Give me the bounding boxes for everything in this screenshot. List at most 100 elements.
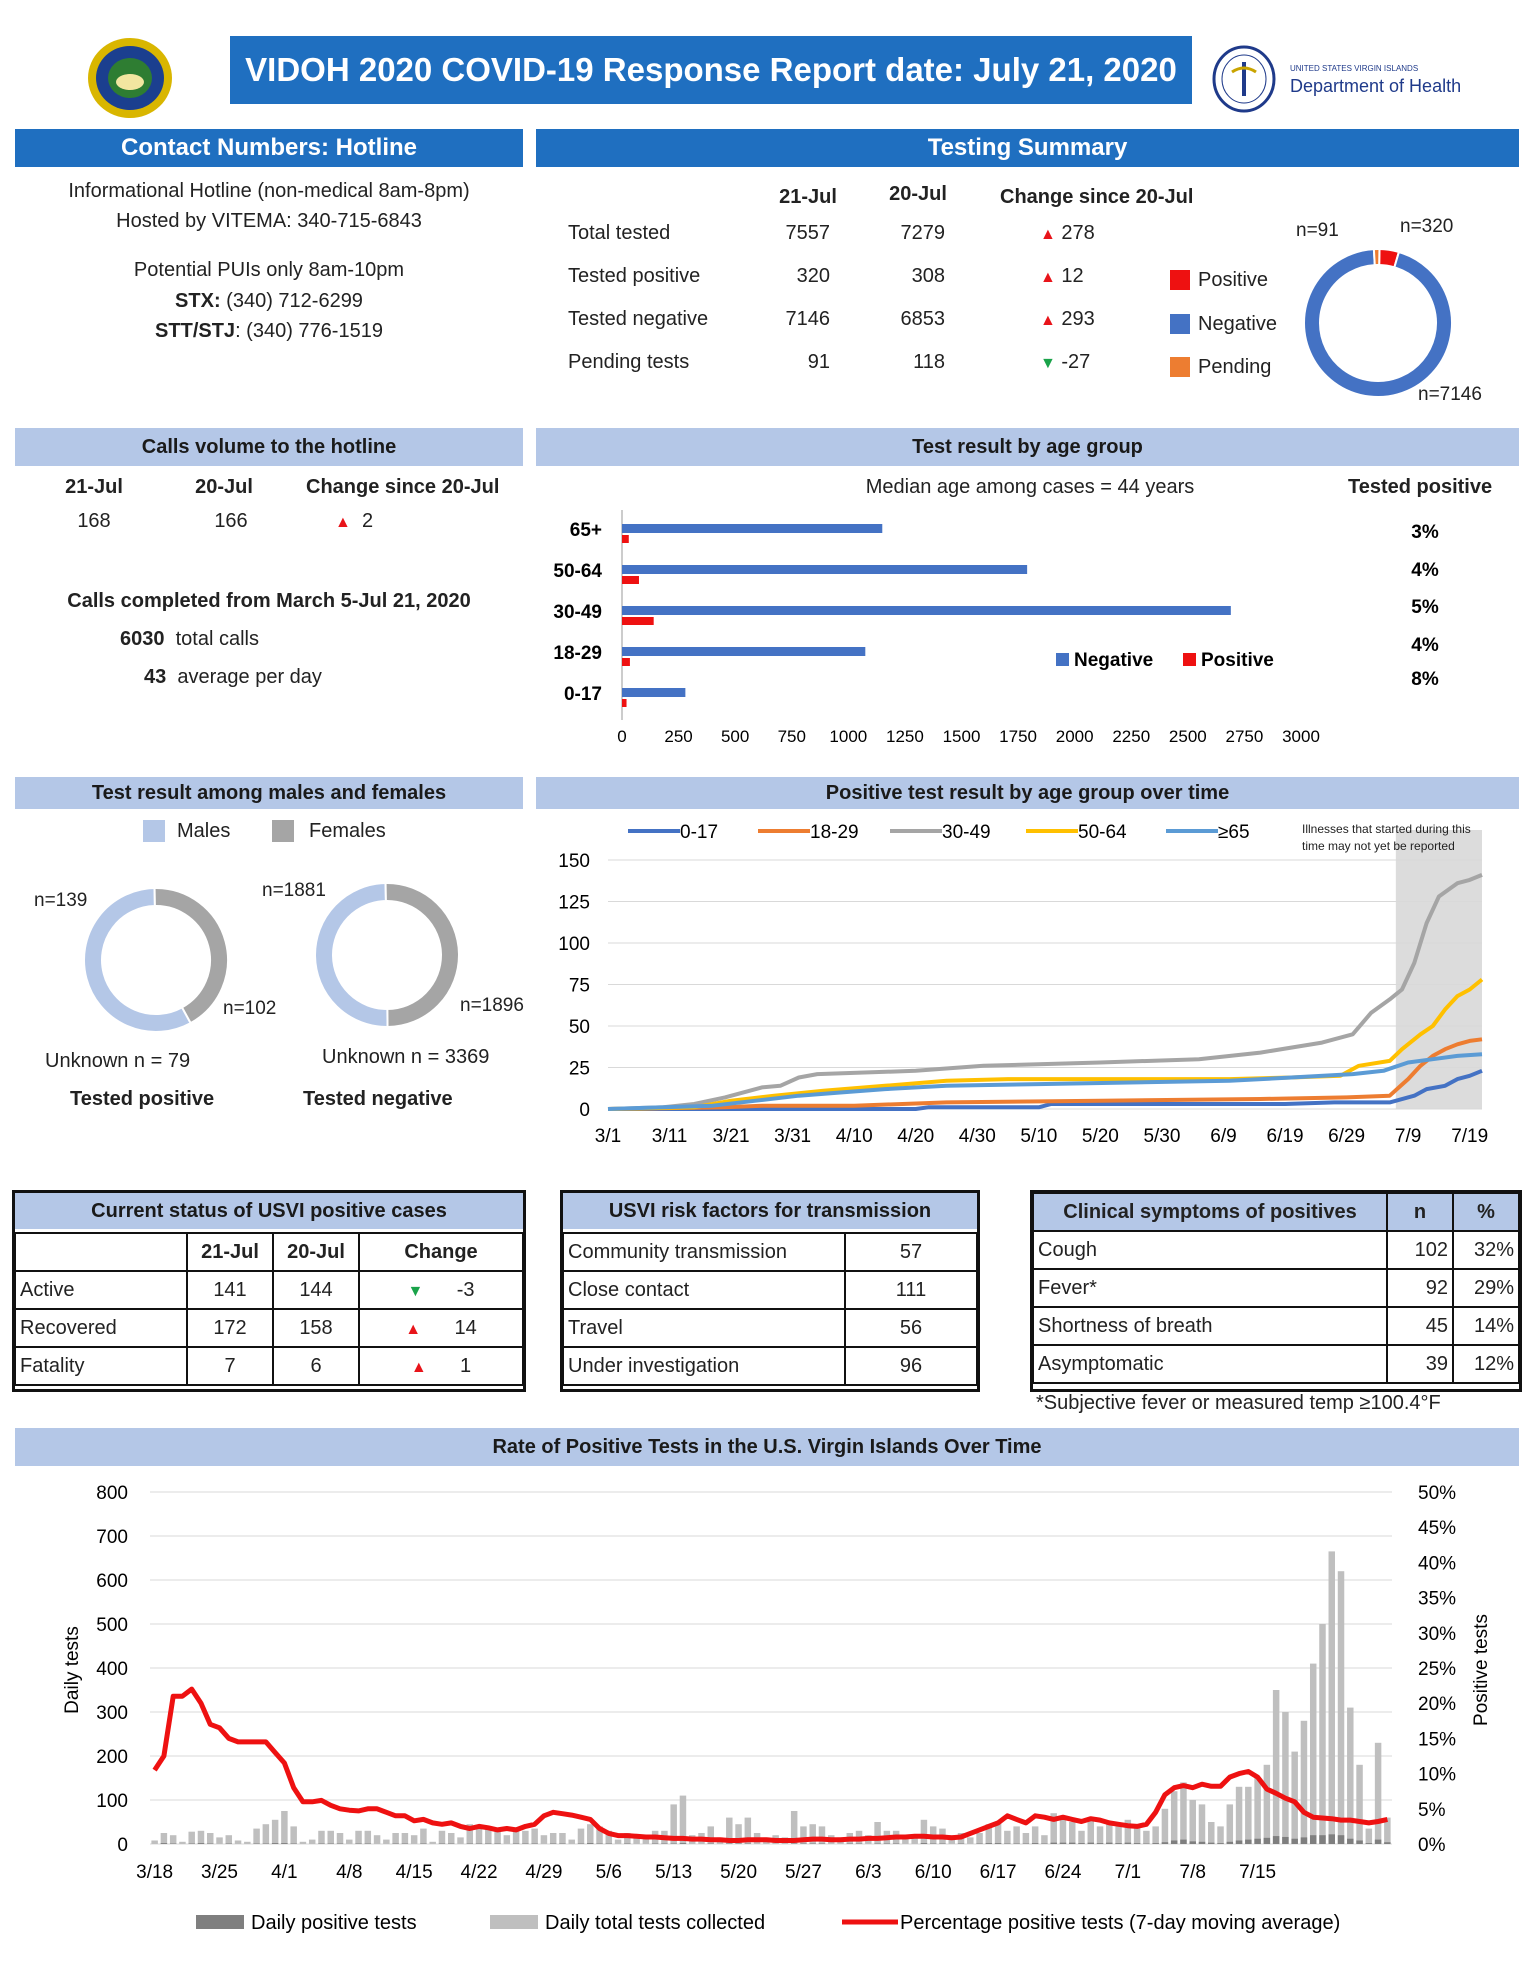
report-title-banner: VIDOH 2020 COVID-19 Response Report date… xyxy=(230,36,1192,104)
testing-col-change: Change since 20-Jul xyxy=(1000,186,1194,208)
y-tick-label: 0 xyxy=(579,1100,590,1121)
y2-tick-label: 10% xyxy=(1418,1765,1456,1786)
testing-donut xyxy=(1303,247,1453,398)
testing-row-value-20jul: 308 xyxy=(911,265,945,287)
bar-daily-total xyxy=(1143,1830,1150,1844)
bar-daily-total xyxy=(1068,1822,1076,1844)
status-change: ▼ -3 xyxy=(358,1270,524,1310)
risk-row-label: Community transmission xyxy=(562,1232,846,1272)
y-tick-label: 75 xyxy=(569,976,590,997)
bar-daily-positive xyxy=(1309,1835,1317,1844)
bar-daily-total xyxy=(549,1833,557,1844)
bar-daily-positive xyxy=(1059,1842,1067,1844)
bar-daily-positive xyxy=(985,1843,993,1844)
y-tick-label: 100 xyxy=(558,934,590,955)
symptom-label: Shortness of breath xyxy=(1032,1306,1388,1346)
x-tick-label: 2750 xyxy=(1226,727,1264,746)
symptoms-col-n: n xyxy=(1386,1192,1454,1232)
status-section-header: Current status of USVI positive cases xyxy=(15,1193,523,1229)
calls-change: ▲ 2 xyxy=(335,510,373,533)
series-line-0-17 xyxy=(608,1068,1483,1111)
bar-positive xyxy=(622,658,630,666)
bar-daily-total xyxy=(726,1817,733,1844)
age-category-label: 30-49 xyxy=(553,602,602,623)
testing-row-label: Tested negative xyxy=(568,308,709,330)
testing-row-label: Pending tests xyxy=(568,351,690,373)
y-tick-label: 100 xyxy=(96,1791,128,1812)
legend-label: 50-64 xyxy=(1078,822,1127,843)
symptoms-table-box xyxy=(1030,1190,1522,1392)
legend-label: ≥65 xyxy=(1218,822,1250,843)
median-age-note: Median age among cases = 44 years xyxy=(865,476,1195,498)
bar-daily-total xyxy=(457,1837,464,1844)
age-category-label: 50-64 xyxy=(553,561,602,582)
status-row-label: Fatality xyxy=(14,1346,188,1386)
calls-section-header: Calls volume to the hotline xyxy=(15,428,523,466)
bar-positive xyxy=(622,535,629,543)
bar-daily-positive xyxy=(1133,1843,1141,1844)
x-tick-label: 4/10 xyxy=(836,1126,873,1147)
y2-tick-label: 15% xyxy=(1418,1729,1456,1750)
legend-females-swatch xyxy=(272,820,294,842)
bar-daily-total xyxy=(540,1835,548,1844)
x-tick-label: 3/11 xyxy=(652,1126,688,1147)
bar-daily-total xyxy=(281,1811,288,1844)
y2-tick-label: 40% xyxy=(1418,1553,1456,1574)
contact-title: Contact Numbers: Hotline xyxy=(120,134,417,161)
symptom-count: 39 xyxy=(1386,1344,1454,1384)
x-tick-label: 500 xyxy=(721,727,749,746)
y-tick-label: 500 xyxy=(96,1615,128,1636)
bar-daily-total xyxy=(790,1811,798,1844)
bar-daily-total xyxy=(225,1835,233,1844)
legend-positive-swatch xyxy=(1170,270,1190,290)
status-header-blank xyxy=(14,1232,188,1272)
positive-percent-label: 4% xyxy=(1411,635,1439,656)
age-title: Test result by age group xyxy=(912,436,1143,458)
risk-row-label: Close contact xyxy=(562,1270,846,1310)
status-col-21jul: 21-Jul xyxy=(186,1232,274,1272)
risk-row-value: 111 xyxy=(844,1270,978,1310)
fever-footnote: *Subjective fever or measured temp ≥100.… xyxy=(1036,1392,1441,1414)
bar-daily-total xyxy=(373,1835,381,1844)
bar-daily-total xyxy=(1263,1764,1271,1844)
bar-negative xyxy=(622,606,1231,615)
y-tick-label: 0 xyxy=(117,1835,128,1856)
y-tick-label: 125 xyxy=(558,893,590,914)
bar-daily-total xyxy=(744,1817,752,1844)
dept-name: Department of Health xyxy=(1290,76,1462,96)
x-tick-label: 7/19 xyxy=(1451,1126,1488,1147)
legend-positive-swatch xyxy=(196,1915,244,1929)
y2-tick-label: 20% xyxy=(1418,1694,1456,1715)
symptom-count: 92 xyxy=(1386,1268,1454,1308)
bar-daily-total xyxy=(1180,1782,1187,1844)
x-tick-label: 2250 xyxy=(1112,727,1150,746)
risk-row-value: 96 xyxy=(844,1346,978,1386)
x-tick-label: 750 xyxy=(778,727,806,746)
bar-daily-positive xyxy=(1152,1843,1159,1844)
bar-daily-positive xyxy=(271,1843,279,1844)
pos-males-count: n=139 xyxy=(34,890,88,911)
x-tick-label: 4/20 xyxy=(897,1126,934,1147)
donut-slice-females xyxy=(384,882,460,1029)
neg-females-count: n=1896 xyxy=(460,995,524,1016)
bar-daily-positive xyxy=(1124,1842,1132,1844)
bar-daily-total xyxy=(633,1837,640,1844)
legend-positive-swatch xyxy=(1183,653,1196,666)
x-tick-label: 250 xyxy=(664,727,692,746)
symptom-count: 45 xyxy=(1386,1306,1454,1346)
x-tick-label: 5/6 xyxy=(596,1862,622,1883)
y2-tick-label: 30% xyxy=(1418,1624,1456,1645)
testing-row-label: Total tested xyxy=(568,222,671,244)
bar-daily-positive xyxy=(1263,1837,1271,1844)
x-tick-label: 7/15 xyxy=(1239,1862,1276,1883)
y-tick-label: 25 xyxy=(569,1059,590,1080)
bar-daily-total xyxy=(336,1833,344,1844)
status-value-21jul: 172 xyxy=(186,1308,274,1348)
x-tick-label: 6/29 xyxy=(1328,1126,1365,1147)
series-line-50-64 xyxy=(607,977,1484,1111)
positive-percent-label: 3% xyxy=(1411,522,1439,543)
bar-daily-total xyxy=(1384,1817,1391,1844)
status-header-row: 21-Jul 20-Jul Change xyxy=(14,1232,524,1272)
bar-daily-positive xyxy=(1374,1839,1382,1844)
age-section-header: Test result by age group xyxy=(536,428,1519,466)
